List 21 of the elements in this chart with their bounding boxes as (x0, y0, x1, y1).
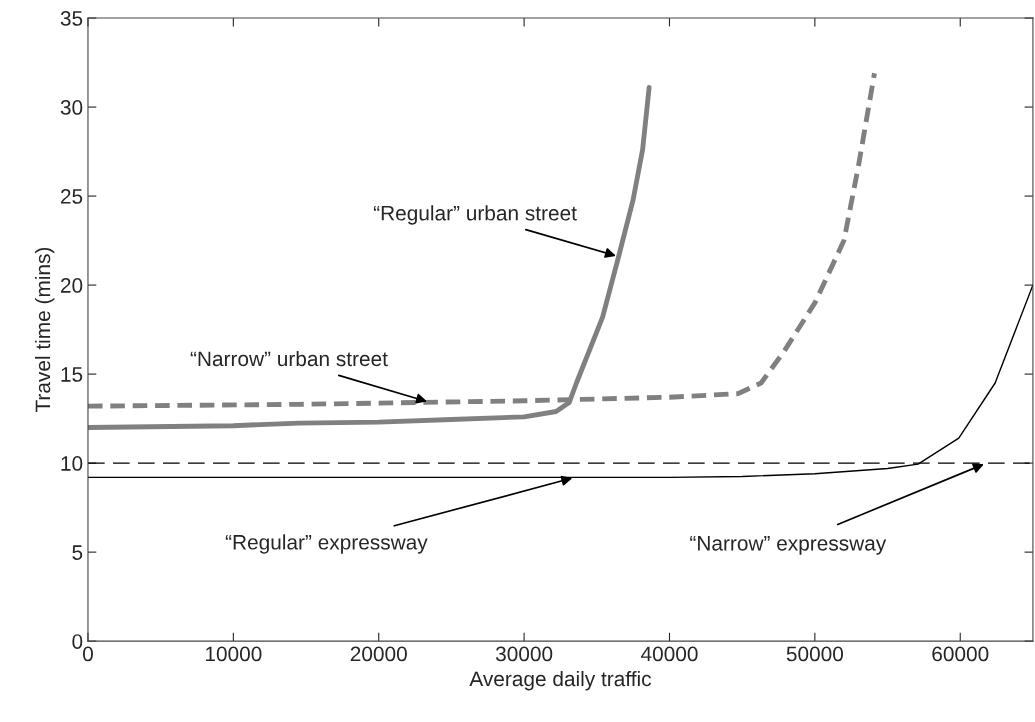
y-tick-label: 35 (60, 11, 83, 26)
y-axis-title: Travel time (mins) (34, 247, 55, 413)
y-tick-label: 30 (60, 100, 83, 115)
x-axis-title: Average daily traffic (469, 670, 652, 691)
y-tick-label: 5 (72, 545, 83, 560)
x-tick-label: 50000 (786, 646, 844, 662)
y-tick-label: 25 (60, 189, 83, 204)
y-tick-label: 10 (61, 456, 83, 471)
text: “Regular” expressway (225, 534, 428, 554)
y-tick-label: 20 (60, 278, 83, 293)
x-tick-label: 60000 (932, 646, 989, 662)
x-tick-label: 20000 (350, 646, 407, 662)
x-tick-label: 10000 (205, 646, 262, 662)
y-tick-label: 15 (61, 367, 83, 382)
series-label: “Narrow” urban street (190, 350, 388, 367)
text: “Narrow” expressway (690, 536, 887, 555)
y-tick-label: 0 (72, 634, 83, 649)
x-tick-label: 30000 (495, 646, 553, 662)
text: “Regular” urban street (373, 205, 577, 225)
x-tick-label: 40000 (641, 646, 698, 662)
x-tick-label: 0 (83, 646, 93, 662)
